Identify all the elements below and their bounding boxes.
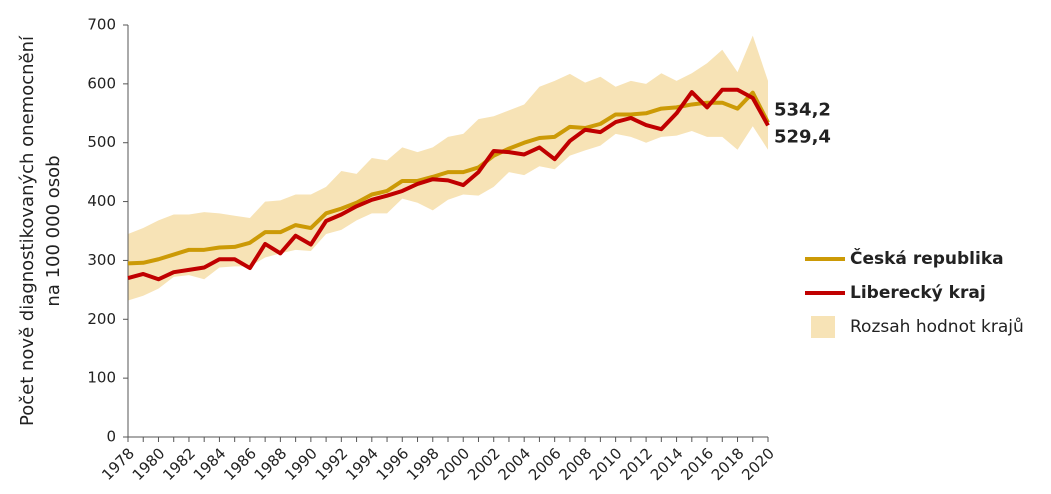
x-tick-label: 1992 bbox=[312, 444, 352, 484]
series-line bbox=[127, 90, 770, 266]
legend-label: Rozsah hodnot krajů bbox=[850, 317, 1024, 337]
series-line bbox=[127, 87, 770, 282]
x-tick-label: 1990 bbox=[281, 444, 321, 484]
x-tick-label: 2020 bbox=[738, 444, 778, 484]
x-tick-label: 2006 bbox=[525, 444, 565, 484]
legend-swatch bbox=[811, 316, 835, 338]
y-tick-label: 500 bbox=[87, 133, 116, 151]
x-tick-label: 1982 bbox=[159, 444, 199, 484]
y-tick-label: 200 bbox=[87, 310, 116, 328]
legend-label: Česká republika bbox=[850, 247, 1004, 269]
y-tick-label: 300 bbox=[87, 251, 116, 269]
x-tick-label: 1988 bbox=[251, 444, 291, 484]
range-band bbox=[128, 35, 768, 301]
x-tick-label: 1994 bbox=[342, 444, 382, 484]
x-tick-label: 2004 bbox=[494, 444, 534, 484]
x-tick-label: 2000 bbox=[434, 444, 474, 484]
x-tick-label: 1996 bbox=[373, 444, 413, 484]
x-tick-label: 2014 bbox=[647, 444, 687, 484]
end-label: 534,2 bbox=[774, 100, 831, 121]
x-tick-label: 2008 bbox=[555, 444, 595, 484]
x-tick-label: 1986 bbox=[220, 444, 260, 484]
x-tick-label: 2016 bbox=[677, 444, 717, 484]
y-tick-label: 600 bbox=[87, 74, 116, 92]
end-label: 529,4 bbox=[774, 126, 831, 147]
y-axis-title: Počet nově diagnostikovaných onemocnění … bbox=[17, 35, 64, 426]
x-tick-label: 1984 bbox=[190, 444, 230, 484]
x-tick-label: 1978 bbox=[98, 444, 138, 484]
y-axis-title-line: Počet nově diagnostikovaných onemocnění bbox=[17, 35, 38, 426]
x-tick-label: 2002 bbox=[464, 444, 504, 484]
x-tick-label: 2018 bbox=[708, 444, 748, 484]
x-tick-label: 2010 bbox=[586, 444, 626, 484]
y-tick-label: 100 bbox=[87, 369, 116, 387]
x-tick-label: 2012 bbox=[616, 444, 656, 484]
y-tick-label: 0 bbox=[106, 428, 116, 446]
x-tick-label: 1980 bbox=[129, 444, 169, 484]
y-axis-title-line: na 100 000 osob bbox=[43, 155, 64, 306]
y-tick-label: 700 bbox=[87, 16, 116, 34]
legend-label: Liberecký kraj bbox=[850, 283, 986, 303]
y-tick-label: 400 bbox=[87, 192, 116, 210]
x-tick-label: 1998 bbox=[403, 444, 443, 484]
